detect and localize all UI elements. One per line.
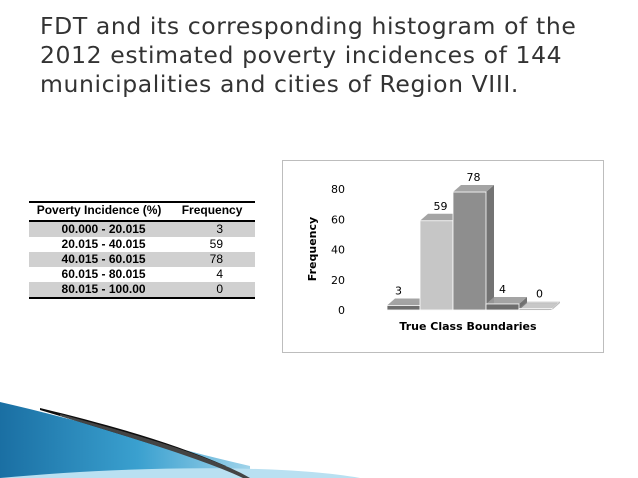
interval-cell: 00.000 - 20.015: [29, 221, 170, 237]
y-tick-label: 20: [331, 274, 345, 287]
slide-title: FDT and its corresponding histogram of t…: [40, 12, 620, 99]
bar-data-label: 3: [395, 284, 402, 297]
interval-cell: 60.015 - 80.015: [61, 267, 146, 281]
frequency-cell: 59: [209, 237, 223, 251]
table-row: 40.015 - 60.015 78: [29, 252, 255, 267]
frequency-cell: 78: [169, 252, 255, 267]
bar-data-label: 78: [467, 171, 481, 184]
histogram-chart: 0 20 40 60 80 3 59 78 4 0 Frequency True Class B…: [282, 160, 604, 353]
interval-cell: 80.015 - 100.00: [29, 282, 170, 299]
bar-data-label: 0: [536, 288, 543, 301]
x-axis-label: True Class Boundaries: [399, 320, 537, 333]
header-frequency: Frequency: [169, 201, 255, 222]
interval-cell: 20.015 - 40.015: [61, 237, 146, 251]
y-tick-label: 0: [338, 304, 345, 317]
histogram-bar: [452, 185, 494, 311]
frequency-cell: 3: [169, 221, 255, 237]
header-poverty-incidence: Poverty Incidence (%): [29, 201, 170, 222]
frequency-cell: 0: [169, 282, 255, 299]
y-tick-label: 80: [331, 183, 345, 196]
frequency-cell: 4: [216, 267, 223, 281]
bar-data-label: 59: [434, 200, 448, 213]
slide-title-line-3: municipalities and cities of Region VIII…: [40, 70, 519, 98]
table-row: 20.015 - 40.015 59: [29, 237, 255, 252]
y-axis-label: Frequency: [306, 217, 319, 281]
histogram-bar: [518, 301, 560, 311]
y-tick-label: 60: [331, 213, 345, 226]
y-tick-label: 40: [331, 244, 345, 257]
interval-cell: 40.015 - 60.015: [29, 252, 170, 267]
frequency-distribution-table: Poverty Incidence (%) Frequency 00.000 -…: [29, 201, 255, 299]
decorative-swoosh: [0, 402, 360, 478]
slide-title-line-2: 2012 estimated poverty incidences of 144: [40, 41, 563, 69]
bar-data-label: 4: [499, 283, 506, 296]
slide-title-line-1: FDT and its corresponding histogram of t…: [40, 12, 577, 40]
histogram-bar: [485, 296, 527, 311]
table-row: 00.000 - 20.015 3: [29, 221, 255, 237]
table-row: 60.015 - 80.015 4: [29, 267, 255, 282]
table-row: 80.015 - 100.00 0: [29, 282, 255, 299]
